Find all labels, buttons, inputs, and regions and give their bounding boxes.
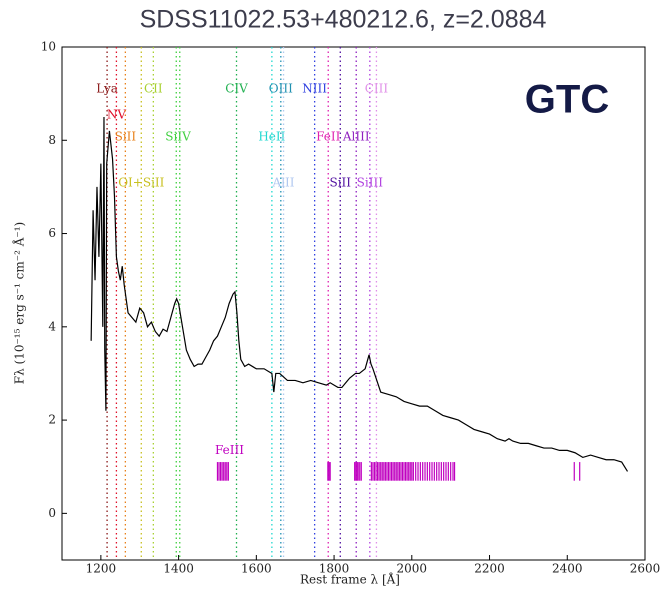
y-tick-label: 10	[41, 40, 56, 54]
emission-line-label: SiII	[115, 130, 137, 144]
chart-title: SDSS11022.53+480212.6, z=2.0884	[140, 6, 547, 34]
emission-line-label: NV	[107, 108, 127, 122]
emission-line-label: Lya	[96, 82, 118, 96]
y-axis-label: Fλ (10⁻¹⁵ erg s⁻¹ cm⁻² Å⁻¹)	[12, 222, 27, 384]
x-tick-label: 2400	[552, 562, 583, 576]
emission-line-label: CII	[144, 82, 163, 96]
feiii-label: FeIII	[215, 443, 244, 457]
emission-line-label: OI+SiII	[118, 176, 164, 190]
x-tick-label: 1800	[319, 562, 350, 576]
y-tick-label: 0	[48, 506, 56, 520]
y-tick-label: 6	[48, 226, 56, 240]
emission-line-label: SiIV	[165, 130, 191, 144]
emission-line-label: SiII	[330, 176, 352, 190]
plot-frame	[61, 46, 646, 561]
spectrum-line	[90, 116, 629, 472]
x-tick-label: 2600	[630, 562, 661, 576]
x-tick-label: 1600	[241, 562, 272, 576]
x-axis-label: Rest frame λ [Å]	[300, 572, 400, 587]
emission-line-label: SiIII	[357, 176, 384, 190]
annotation: GTC	[525, 78, 609, 122]
x-tick-label: 1400	[163, 562, 194, 576]
x-tick-label: 2200	[474, 562, 505, 576]
emission-line-label: AlII	[272, 176, 295, 190]
y-tick-label: 4	[48, 319, 56, 333]
y-tick-label: 2	[48, 413, 56, 427]
x-tick-label: 1200	[86, 562, 117, 576]
emission-line-label: CIV	[225, 82, 248, 96]
emission-line-label: CIII	[365, 82, 389, 96]
emission-line-label: FeII	[316, 130, 341, 144]
emission-line-label: AlIII	[342, 130, 370, 144]
emission-line-label: NIII	[302, 82, 327, 96]
y-tick-label: 8	[48, 133, 56, 147]
emission-line-label: HeII	[258, 130, 285, 144]
x-tick-label: 2000	[397, 562, 428, 576]
emission-line-label: OIII	[269, 82, 293, 96]
